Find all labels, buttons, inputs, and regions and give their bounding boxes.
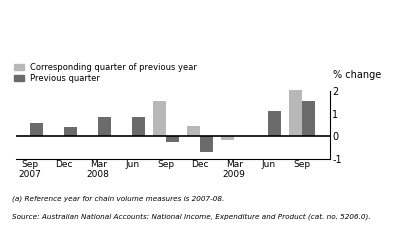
- Bar: [166, 136, 179, 142]
- Bar: [200, 136, 213, 152]
- Text: (a) Reference year for chain volume measures is 2007-08.: (a) Reference year for chain volume meas…: [12, 195, 224, 202]
- Text: Source: Australian National Accounts: National Income, Expenditure and Product (: Source: Australian National Accounts: Na…: [12, 213, 370, 220]
- Bar: [222, 136, 234, 140]
- Legend: Corresponding quarter of previous year, Previous quarter: Corresponding quarter of previous year, …: [14, 63, 197, 83]
- Bar: [132, 117, 145, 136]
- Bar: [153, 101, 166, 136]
- Bar: [187, 126, 200, 136]
- Bar: [64, 127, 77, 136]
- Bar: [268, 111, 281, 136]
- Text: % change: % change: [333, 70, 381, 80]
- Bar: [98, 117, 111, 136]
- Bar: [30, 123, 43, 136]
- Bar: [289, 90, 303, 136]
- Bar: [303, 101, 315, 136]
